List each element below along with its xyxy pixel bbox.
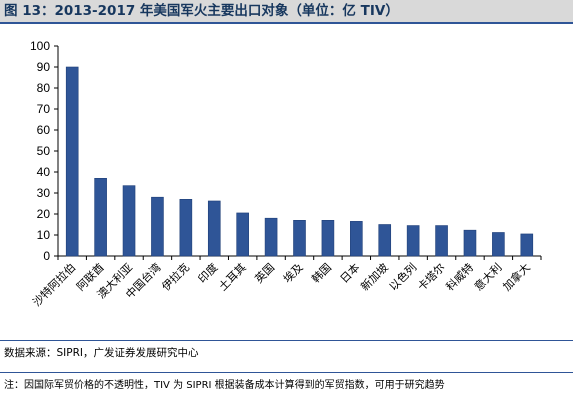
bar-chart: 0 10 20 30 40 50 60 70 80 90 100 沙特阿拉伯阿联酋澳大利亚中国台湾伊…: [30, 39, 542, 309]
bar: [378, 224, 392, 257]
category-label: 日本: [337, 260, 362, 285]
bar: [94, 178, 107, 257]
category-label: 英国: [252, 260, 277, 285]
source-text: 数据来源：SIPRI，广发证券发展研究中心: [4, 347, 199, 359]
bar: [435, 225, 448, 257]
bar: [207, 200, 221, 257]
y-tick-label: 100: [30, 39, 50, 53]
bar: [122, 185, 136, 257]
y-tick-label: 90: [37, 60, 51, 74]
category-label: 埃及: [280, 260, 305, 285]
y-tick-label: 60: [37, 123, 51, 137]
note-text: 注：因国际军贸价格的不透明性，TIV 为 SIPRI 根据装备成本计算得到的军贸…: [4, 380, 445, 391]
bar: [236, 212, 249, 257]
y-tick-label: 40: [37, 165, 51, 179]
x-axis: [57, 255, 542, 260]
source-divider: [0, 340, 573, 341]
bar: [151, 196, 164, 257]
bar: [463, 229, 477, 257]
category-label: 意大利: [471, 260, 504, 293]
bar: [520, 233, 534, 257]
category-label: 科威特: [443, 260, 476, 293]
figure-title-bar: 图 13：2013-2017 年美国军火主要出口对象（单位：亿 TIV）: [0, 0, 573, 24]
y-tick-label: 20: [37, 207, 51, 221]
category-label: 印度: [195, 260, 220, 285]
figure-title: 图 13：2013-2017 年美国军火主要出口对象（单位：亿 TIV）: [4, 3, 399, 19]
category-label: 土耳其: [216, 261, 249, 294]
y-tick-label: 50: [37, 144, 51, 158]
y-tick-label: 0: [43, 249, 50, 263]
category-label: 沙特阿拉伯: [30, 260, 79, 309]
bar: [492, 232, 505, 257]
category-label: 以色列: [386, 260, 419, 293]
bar-series: [65, 66, 534, 257]
category-label: 卡塔尔: [415, 261, 448, 294]
bar: [406, 225, 420, 257]
category-label: 加拿大: [500, 260, 533, 293]
bar: [179, 199, 193, 257]
category-label: 韩国: [309, 260, 334, 285]
bar: [321, 220, 335, 257]
bar: [65, 66, 79, 257]
y-tick-label: 80: [37, 81, 51, 95]
y-tick-label: 10: [37, 228, 51, 242]
category-label: 伊拉克: [159, 260, 192, 293]
category-label: 新加坡: [358, 260, 391, 293]
y-axis: 0 10 20 30 40 50 60 70 80 90 100: [30, 39, 59, 263]
bar: [350, 221, 363, 257]
y-tick-label: 70: [37, 102, 51, 116]
note-divider: [0, 372, 573, 373]
y-tick-label: 30: [37, 186, 51, 200]
bar: [264, 217, 278, 257]
bar: [293, 220, 306, 257]
